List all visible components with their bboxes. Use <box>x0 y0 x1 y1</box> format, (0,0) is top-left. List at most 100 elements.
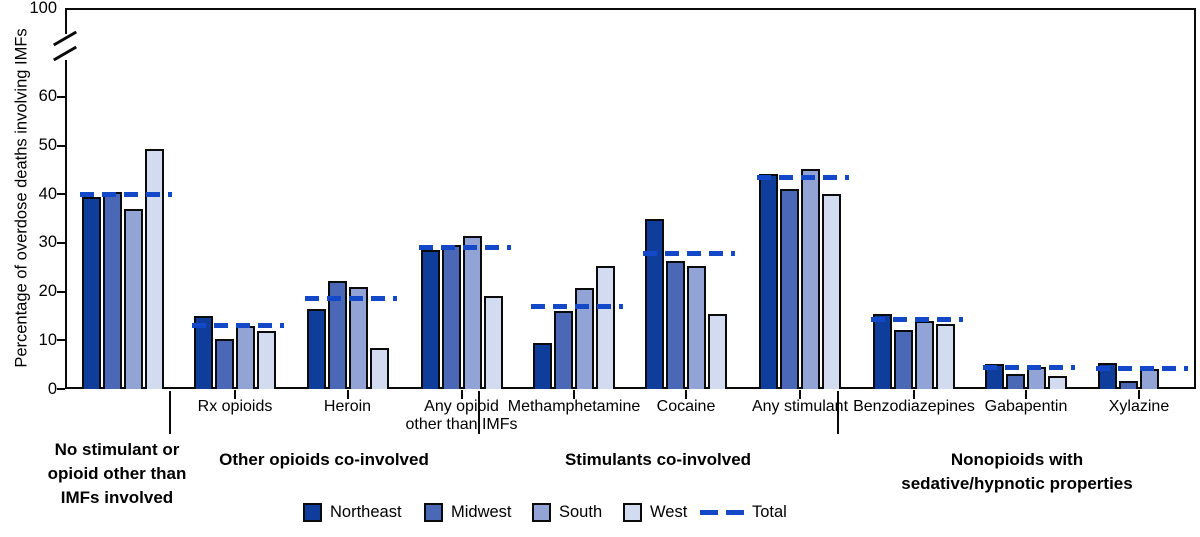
category-tick <box>234 390 236 399</box>
total-dashed-line <box>1096 365 1188 371</box>
category-tick <box>346 390 349 399</box>
bar-Benzodiazepines-west <box>936 323 955 389</box>
y-axis-tick <box>57 144 65 147</box>
category-label: Any stimulant <box>751 398 849 415</box>
total-dashed-line <box>80 191 172 197</box>
bar-Rx opioids-west <box>257 331 276 389</box>
y-axis-break-gap <box>63 34 69 60</box>
y-axis-tick <box>57 95 65 98</box>
category-tick <box>685 390 687 399</box>
y-axis-tick <box>57 388 65 390</box>
legend-swatch-icon <box>424 503 443 522</box>
group-label: No stimulant or opioid other than IMFs i… <box>47 440 187 507</box>
y-axis-tick <box>57 193 65 196</box>
group-label: Stimulants co-involved <box>564 450 752 469</box>
y-axis-tick-label: 20 <box>38 282 57 301</box>
bar-no-stimulant-south <box>124 208 143 389</box>
total-dashed-line <box>304 296 397 302</box>
legend-item-midwest: Midwest <box>424 503 512 522</box>
bar-Cocaine-midwest <box>666 261 685 389</box>
bar-Cocaine-south <box>687 265 706 389</box>
category-tick <box>573 390 575 399</box>
y-axis-tick-label: 40 <box>38 184 57 203</box>
bar-no-stimulant-northeast <box>82 196 101 389</box>
total-dashed-line <box>757 175 849 181</box>
legend-label: South <box>559 503 603 521</box>
y-axis-tick <box>57 241 65 244</box>
bar-Methamphetamine-northeast <box>533 342 552 389</box>
bar-Any stimulant-midwest <box>780 189 799 389</box>
bar-Cocaine-west <box>708 314 727 389</box>
bar-Xylazine-midwest <box>1119 380 1138 389</box>
bar-Heroin-west <box>369 347 389 389</box>
bar-Cocaine-northeast <box>645 218 664 389</box>
y-axis-tick-label: 60 <box>38 87 57 106</box>
bar-no-stimulant-west <box>145 148 164 389</box>
y-axis-tick-label: 10 <box>38 330 57 349</box>
legend-item-northeast: Northeast <box>303 503 402 522</box>
total-dashed-line <box>531 303 623 309</box>
bar-Heroin-midwest <box>327 281 347 389</box>
category-tick <box>913 390 915 399</box>
legend-label: Northeast <box>330 503 402 521</box>
bar-Any opioid other than IMFs-west <box>483 296 503 389</box>
bar-Any stimulant-south <box>801 168 820 389</box>
bar-Methamphetamine-south <box>575 287 594 389</box>
bar-Rx opioids-midwest <box>215 338 234 389</box>
bar-Any stimulant-west <box>822 194 841 389</box>
bar-Xylazine-south <box>1140 369 1159 389</box>
category-label: Gabapentin <box>984 398 1068 415</box>
bar-Any opioid other than IMFs-midwest <box>441 244 461 389</box>
category-label: Benzodiazepines <box>853 398 975 415</box>
bar-Any opioid other than IMFs-south <box>462 235 482 389</box>
y-axis-tick <box>57 290 65 293</box>
bar-Methamphetamine-west <box>596 265 615 389</box>
group-divider <box>837 391 839 434</box>
plot-frame <box>65 8 1196 389</box>
legend-dash-icon <box>700 510 718 515</box>
category-tick <box>460 390 463 399</box>
group-divider <box>478 391 480 434</box>
category-label: Heroin <box>323 398 372 415</box>
category-label: Rx opioids <box>197 398 273 415</box>
legend-label: Total <box>752 503 787 521</box>
bar-no-stimulant-midwest <box>103 191 122 389</box>
bar-Any stimulant-northeast <box>759 173 778 389</box>
category-label: Methamphetamine <box>507 398 641 415</box>
legend-dash-icon <box>726 510 744 515</box>
group-label: Nonopioids with sedative/hypnotic proper… <box>901 450 1133 493</box>
y-axis-tick-label-100: 100 <box>29 0 57 17</box>
total-dashed-line <box>418 245 511 251</box>
y-axis-tick-label: 50 <box>38 136 57 154</box>
category-label: Cocaine <box>656 398 716 415</box>
group-divider <box>169 391 171 434</box>
category-tick <box>799 390 801 399</box>
bar-Benzodiazepines-midwest <box>894 329 913 389</box>
category-label: Xylazine <box>1108 398 1170 415</box>
legend-swatch-icon <box>623 503 642 522</box>
bar-Rx opioids-south <box>236 325 255 389</box>
bar-Benzodiazepines-northeast <box>873 314 892 389</box>
bar-Gabapentin-midwest <box>1006 374 1025 389</box>
bar-Methamphetamine-midwest <box>554 311 573 389</box>
bar-Any opioid other than IMFs-northeast <box>420 250 440 389</box>
bar-Heroin-south <box>348 287 368 389</box>
y-axis-tick-label: 30 <box>38 233 57 252</box>
legend-item-south: South <box>532 503 602 522</box>
category-label: Any opioid other than IMFs <box>405 398 518 433</box>
legend-item-west: West <box>623 503 687 522</box>
bar-Rx opioids-northeast <box>194 316 213 389</box>
total-dashed-line <box>871 316 963 322</box>
legend-swatch-icon <box>532 503 551 522</box>
legend-label: West <box>650 503 688 521</box>
y-axis-tick-label: 0 <box>47 379 57 398</box>
legend-item-total: Total <box>700 503 787 522</box>
bar-Gabapentin-west <box>1048 375 1067 389</box>
category-tick <box>1025 390 1027 399</box>
bar-Benzodiazepines-south <box>915 320 934 389</box>
category-tick <box>1138 390 1140 399</box>
total-dashed-line <box>983 365 1075 371</box>
bar-Heroin-northeast <box>306 308 326 389</box>
